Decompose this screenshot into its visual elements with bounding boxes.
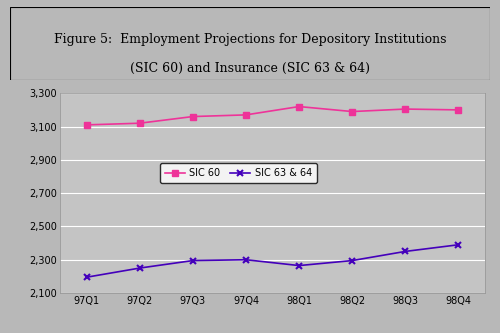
SIC 60 <box>296 105 302 109</box>
SIC 60 <box>243 113 249 117</box>
SIC 63 & 64 <box>349 259 355 263</box>
SIC 60 <box>456 108 462 112</box>
Line: SIC 60: SIC 60 <box>84 104 461 128</box>
Text: Figure 5:  Employment Projections for Depository Institutions: Figure 5: Employment Projections for Dep… <box>54 33 446 46</box>
FancyBboxPatch shape <box>10 7 490 80</box>
SIC 63 & 64 <box>84 275 89 279</box>
SIC 60 <box>190 115 196 119</box>
Text: (SIC 60) and Insurance (SIC 63 & 64): (SIC 60) and Insurance (SIC 63 & 64) <box>130 62 370 76</box>
SIC 63 & 64 <box>136 266 142 270</box>
SIC 63 & 64 <box>190 259 196 263</box>
SIC 60 <box>84 123 89 127</box>
SIC 60 <box>349 110 355 114</box>
SIC 60 <box>402 107 408 111</box>
Legend: SIC 60, SIC 63 & 64: SIC 60, SIC 63 & 64 <box>160 163 316 183</box>
SIC 63 & 64 <box>243 258 249 262</box>
SIC 63 & 64 <box>456 243 462 247</box>
SIC 60 <box>136 121 142 125</box>
Line: SIC 63 & 64: SIC 63 & 64 <box>83 241 462 281</box>
SIC 63 & 64 <box>402 249 408 253</box>
SIC 63 & 64 <box>296 264 302 268</box>
